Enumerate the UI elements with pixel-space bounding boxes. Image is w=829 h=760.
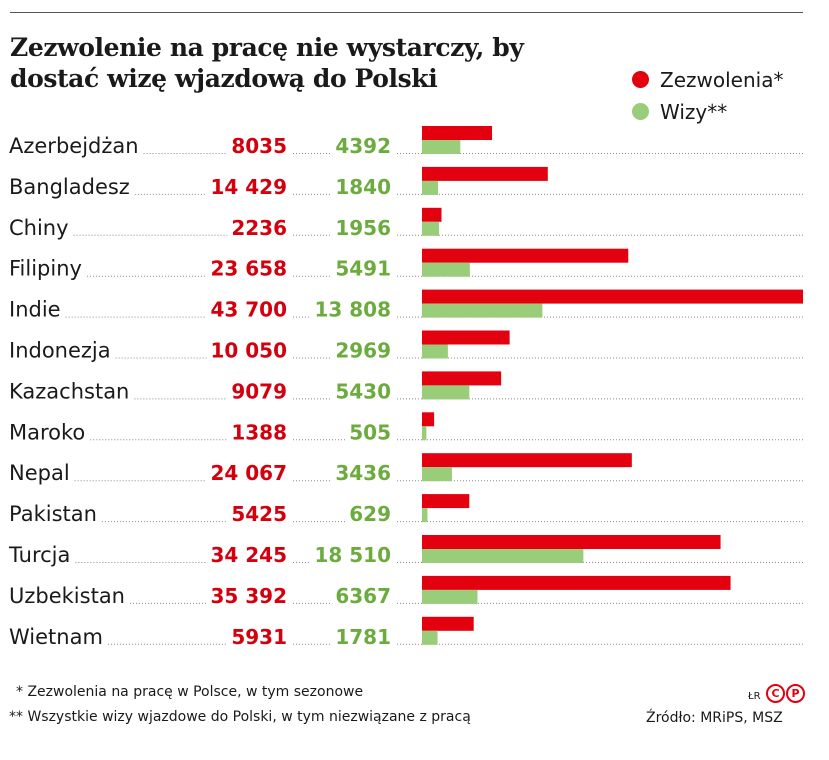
permits-value-label: 5931 — [231, 625, 287, 649]
source-note: Źródło: MRiPS, MSZ — [646, 710, 783, 726]
permits-bar — [422, 412, 435, 427]
permits-value-label: 43 700 — [210, 298, 287, 322]
footnote-permits: * Zezwolenia na pracę w Polsce, w tym se… — [16, 684, 364, 700]
visas-value-label: 505 — [349, 420, 391, 444]
visas-value-label: 1956 — [335, 216, 391, 240]
permits-value-label: 5425 — [231, 502, 287, 526]
visas-value-label: 5491 — [335, 257, 391, 281]
visas-bar — [422, 140, 461, 154]
visas-value-label: 4392 — [335, 134, 391, 158]
permits-bar — [422, 535, 721, 549]
permits-value-label: 8035 — [231, 134, 287, 158]
category-label: Bangladesz — [9, 175, 130, 199]
permits-value-label: 9079 — [231, 379, 287, 403]
permits-value-label: 23 658 — [210, 257, 287, 281]
permits-value-label: 24 067 — [210, 461, 287, 485]
permits-value-label: 34 245 — [210, 543, 287, 567]
visas-bar — [422, 262, 470, 277]
author-initials: ŁR — [748, 691, 761, 702]
top-rule — [10, 12, 803, 13]
permits-bar — [422, 248, 629, 263]
category-label: Maroko — [9, 420, 85, 444]
category-label: Kazachstan — [9, 379, 129, 403]
footnote-visas: ** Wszystkie wizy wjazdowe do Polski, w … — [9, 709, 471, 725]
visas-bar — [422, 221, 440, 236]
visas-bar — [422, 180, 439, 195]
visas-bar — [422, 303, 543, 318]
visas-value-label: 13 808 — [314, 298, 391, 322]
visas-bar — [422, 589, 478, 604]
visas-bar — [422, 385, 470, 400]
visas-bar — [422, 549, 584, 563]
permits-bar — [422, 166, 548, 181]
visas-value-label: 5430 — [335, 379, 391, 403]
permits-bar — [422, 126, 493, 140]
visas-value-label: 3436 — [335, 461, 391, 485]
visas-value-label: 2969 — [335, 339, 391, 363]
legend-swatch-permits — [632, 71, 649, 88]
chart-title: Zezwolenie na pracę nie wystarczy, by do… — [10, 33, 524, 93]
category-label: Filipiny — [9, 257, 82, 281]
visas-value-label: 18 510 — [314, 543, 391, 567]
visas-value-label: 6367 — [335, 584, 391, 608]
category-label: Uzbekistan — [9, 584, 125, 608]
bar-chart: Azerbejdżan 8035 4392 Bangladesz 14 429 1840 C… — [8, 126, 803, 649]
permits-bar — [422, 330, 510, 345]
visas-value-label: 629 — [349, 502, 391, 526]
permits-bar — [422, 371, 502, 386]
visas-bar — [422, 630, 438, 645]
permits-value-label: 35 392 — [210, 584, 287, 608]
category-label: Wietnam — [9, 625, 103, 649]
visas-bar — [422, 426, 427, 441]
permits-bar — [422, 575, 731, 590]
permits-bar — [422, 616, 474, 631]
permits-value-label: 14 429 — [210, 175, 287, 199]
visas-value-label: 1840 — [335, 175, 391, 199]
visas-bar — [422, 344, 448, 359]
permits-value-label: 2236 — [231, 216, 287, 240]
legend-label-visas: Wizy** — [660, 100, 728, 124]
category-label: Nepal — [9, 461, 70, 485]
visas-value-label: 1781 — [335, 625, 391, 649]
category-label: Turcja — [8, 543, 70, 567]
permits-bar — [422, 453, 632, 468]
visas-bar — [422, 508, 428, 523]
permits-bar — [422, 289, 803, 304]
copyright-c-icon: C — [766, 684, 785, 703]
legend-swatch-visas — [632, 103, 649, 120]
permits-bar — [422, 494, 470, 509]
category-label: Azerbejdżan — [9, 134, 139, 158]
permits-value-label: 10 050 — [210, 339, 287, 363]
copyright-p-icon: P — [786, 684, 805, 703]
permits-bar — [422, 207, 442, 222]
category-label: Pakistan — [9, 502, 97, 526]
category-label: Chiny — [9, 216, 69, 240]
category-label: Indonezja — [9, 339, 111, 363]
visas-bar — [422, 467, 452, 482]
category-label: Indie — [9, 298, 61, 322]
legend-label-permits: Zezwolenia* — [660, 68, 784, 92]
permits-value-label: 1388 — [231, 420, 287, 444]
